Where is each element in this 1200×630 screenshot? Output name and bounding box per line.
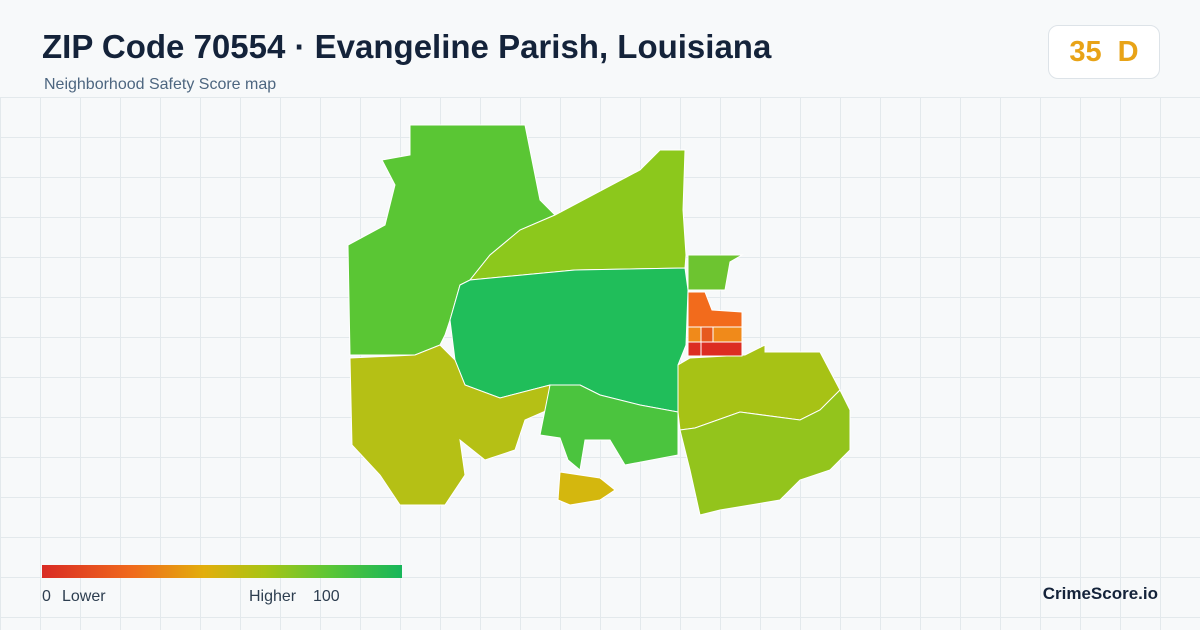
region: [687, 326, 702, 343]
legend-min: 0: [42, 588, 51, 605]
region: [557, 471, 616, 506]
title: ZIP Code 70554 · Evangeline Parish, Loui…: [42, 28, 772, 65]
brand: CrimeScore.io: [1042, 584, 1158, 603]
region: [539, 384, 679, 471]
region: [349, 344, 551, 506]
grade: D: [1117, 35, 1139, 68]
region: [679, 389, 851, 516]
region: [687, 254, 744, 291]
region: [700, 341, 743, 357]
region: [687, 291, 743, 328]
legend-max-label: Higher: [249, 588, 297, 605]
region: [687, 341, 702, 357]
score-badge: 35 D: [1048, 25, 1160, 79]
legend-min-label: Lower: [62, 588, 106, 605]
score: 35: [1069, 35, 1102, 68]
region: [468, 149, 687, 281]
region: [700, 326, 714, 343]
subtitle: Neighborhood Safety Score map: [44, 76, 277, 93]
legend-max: 100: [313, 588, 340, 605]
region: [712, 326, 743, 343]
legend-gradient: [42, 565, 402, 578]
